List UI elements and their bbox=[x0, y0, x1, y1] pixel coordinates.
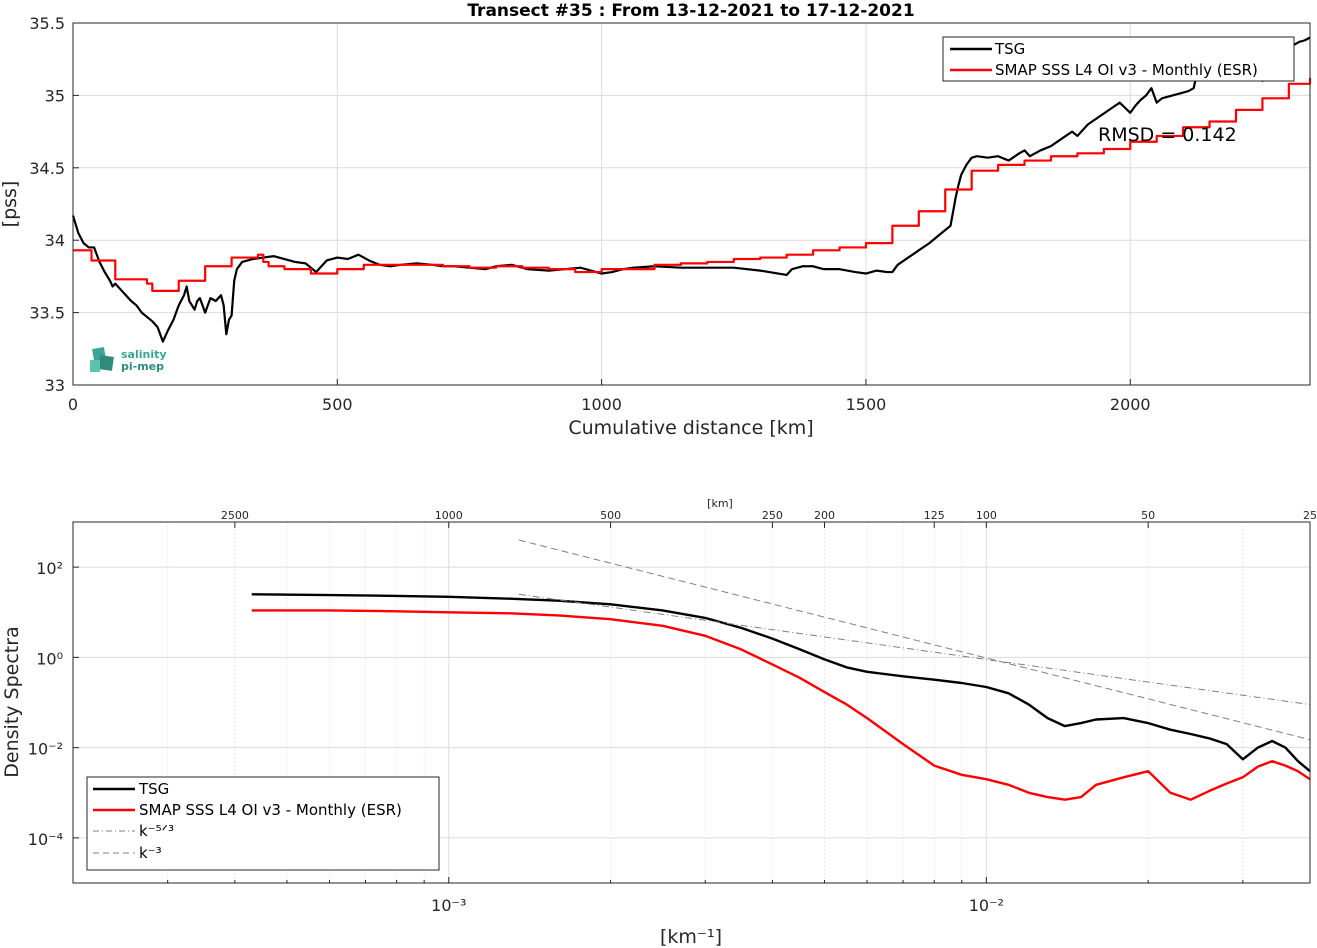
series-line-smap bbox=[73, 78, 1312, 292]
bottom-chart: 10⁻⁴ 10⁻² 10⁰ 10² 10⁻³ 10⁻² 2500 1000 500 250 200 1… bbox=[1, 497, 1317, 948]
legend2-label-k3: k⁻³ bbox=[139, 844, 162, 862]
bottom-axes-box bbox=[72, 521, 1311, 884]
spectrum-line-tsg bbox=[251, 593, 1311, 773]
legend-label-tsg: TSG bbox=[994, 40, 1025, 58]
bottom-top-tick-label: 500 bbox=[600, 509, 621, 522]
bottom-top-tick-label: 25 bbox=[1303, 509, 1317, 522]
bottom-y-tick-label: 10⁻² bbox=[28, 740, 63, 759]
bottom-top-tick-label: 1000 bbox=[435, 509, 463, 522]
top-x-axis-label: Cumulative distance [km] bbox=[568, 417, 813, 439]
top-x-tick-label: 1000 bbox=[581, 395, 622, 414]
bottom-ticks: 10⁻⁴ 10⁻² 10⁰ 10² 10⁻³ 10⁻² 2500 1000 500 250 200 1… bbox=[28, 509, 1317, 915]
top-y-tick-label: 33 bbox=[45, 376, 65, 395]
top-y-tick-label: 34.5 bbox=[29, 159, 65, 178]
series-line-tsg bbox=[71, 36, 1311, 343]
rmsd-annotation: RMSD = 0.142 bbox=[1098, 124, 1237, 146]
bottom-legend: TSG SMAP SSS L4 OI v3 - Monthly (ESR) k⁻… bbox=[86, 776, 440, 871]
bottom-top-tick-label: 125 bbox=[924, 509, 945, 522]
bottom-y-tick-label: 10⁰ bbox=[36, 649, 63, 668]
top-x-tick-label: 1500 bbox=[846, 395, 887, 414]
top-ticks: 0 500 1000 1500 2000 33 33.5 34 34.5 35 35.5 bbox=[29, 14, 1150, 414]
bottom-top-tick-label: 2500 bbox=[221, 509, 249, 522]
top-y-tick-label: 35 bbox=[45, 86, 65, 105]
legend2-label-k53: k⁻⁵ᐟ³ bbox=[139, 822, 174, 840]
bottom-series bbox=[251, 539, 1311, 801]
bottom-y-axis-label: Density Spectra bbox=[1, 626, 23, 777]
top-axes-box bbox=[72, 22, 1311, 386]
top-y-tick-label: 34 bbox=[45, 231, 65, 250]
top-x-tick-label: 0 bbox=[68, 395, 78, 414]
bottom-x-axis-label: [km⁻¹] bbox=[660, 926, 722, 948]
bottom-x-tick-label: 10⁻³ bbox=[431, 896, 466, 915]
top-x-tick-label: 2000 bbox=[1110, 395, 1151, 414]
top-chart: 0 500 1000 1500 2000 33 33.5 34 34.5 35 35.5 Trans… bbox=[0, 1, 1312, 439]
legend2-label-tsg: TSG bbox=[138, 780, 169, 798]
bottom-top-axis-label: [km] bbox=[707, 497, 733, 510]
reference-line-k3 bbox=[518, 539, 1311, 741]
spectrum-line-smap bbox=[251, 609, 1311, 801]
top-y-axis-label: [pss] bbox=[0, 181, 21, 228]
legend2-label-smap: SMAP SSS L4 OI v3 - Monthly (ESR) bbox=[139, 801, 402, 819]
bottom-top-tick-label: 250 bbox=[762, 509, 783, 522]
bottom-top-tick-label: 50 bbox=[1141, 509, 1155, 522]
top-chart-title: Transect #35 : From 13-12-2021 to 17-12-… bbox=[467, 1, 914, 21]
bottom-y-tick-label: 10² bbox=[36, 559, 63, 578]
bottom-x-tick-label: 10⁻² bbox=[969, 896, 1004, 915]
top-series bbox=[71, 36, 1312, 343]
top-y-tick-label: 35.5 bbox=[29, 14, 65, 33]
top-y-tick-label: 33.5 bbox=[29, 304, 65, 323]
bottom-top-tick-label: 100 bbox=[976, 509, 997, 522]
top-x-tick-label: 500 bbox=[322, 395, 353, 414]
top-plot-area bbox=[73, 23, 1310, 385]
bottom-top-tick-label: 200 bbox=[814, 509, 835, 522]
bottom-grid bbox=[73, 522, 1310, 883]
legend-label-smap: SMAP SSS L4 OI v3 - Monthly (ESR) bbox=[995, 61, 1258, 79]
bottom-y-tick-label: 10⁻⁴ bbox=[28, 830, 63, 849]
logo-text-line2: pi-mep bbox=[121, 360, 164, 373]
top-legend: TSG SMAP SSS L4 OI v3 - Monthly (ESR) bbox=[942, 36, 1295, 82]
logo-text-line1: salinity bbox=[121, 348, 167, 361]
top-grid bbox=[73, 23, 1310, 385]
salinity-pi-mep-logo: salinity pi-mep bbox=[90, 347, 167, 373]
